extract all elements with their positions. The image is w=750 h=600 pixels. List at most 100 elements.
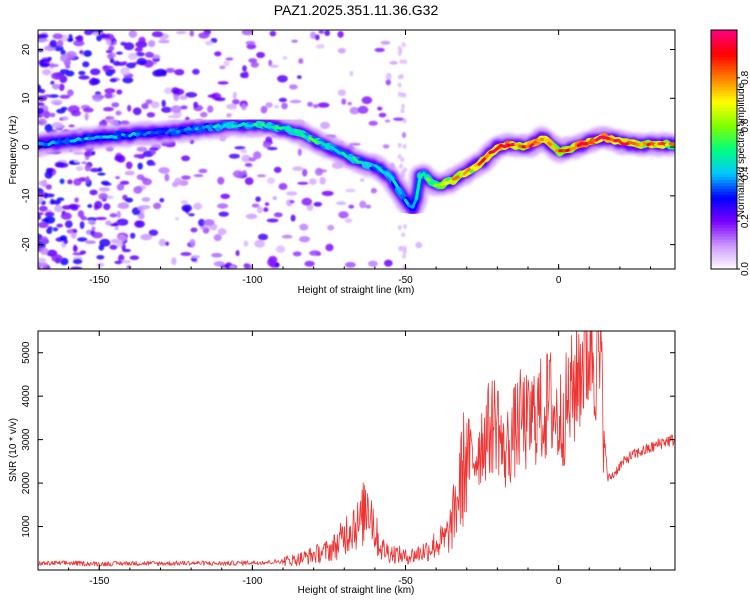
spectrogram-noise-blob (213, 261, 225, 267)
spectrogram-noise-blob (83, 107, 94, 113)
spectrogram-y-tick-label: 10 (21, 92, 32, 104)
spectrogram-noise-blob (79, 50, 84, 55)
spectrogram-noise-blob (262, 141, 271, 149)
spectrogram-noise-blob (273, 212, 283, 218)
spectrogram-noise-blob (190, 255, 201, 259)
spectrogram-noise-blob (104, 88, 116, 94)
spectrogram-noise-blob (47, 63, 59, 68)
spectrogram-noise-blob (277, 75, 288, 83)
colorbar-cell (711, 101, 737, 106)
spectrogram-noise-blob (397, 74, 402, 80)
spectrogram-noise-blob (400, 92, 405, 98)
spectrogram-noise-blob (267, 146, 278, 151)
snr-x-tick-label: 0 (556, 576, 562, 587)
spectrogram-noise-blob (116, 51, 123, 55)
spectrogram-noise-blob (103, 203, 111, 211)
spectrogram-noise-blob (242, 170, 247, 176)
spectrogram-noise-blob (43, 110, 51, 119)
spectrogram-noise-blob (319, 176, 326, 185)
spectrogram-noise-blob (158, 238, 166, 247)
colorbar-cell (711, 89, 737, 94)
colorbar-cell (711, 77, 737, 82)
snr-y-tick-label: 2000 (21, 472, 32, 495)
spectrogram-noise-blob (153, 202, 162, 210)
spectrogram-noise-blob (79, 250, 87, 255)
spectrogram-noise-blob (338, 211, 349, 219)
spectrogram-noise-blob (56, 39, 64, 48)
spectrogram-noise-blob (141, 103, 149, 110)
spectrogram-noise-blob (64, 220, 73, 228)
colorbar-cell (711, 92, 737, 97)
spectrogram-noise-blob (45, 184, 52, 190)
spectrogram-noise-blob (38, 118, 48, 126)
spectrogram-noise-blob (52, 83, 60, 90)
spectrogram-noise-blob (302, 168, 308, 177)
spectrogram-noise-blob (401, 132, 407, 138)
spectrogram-noise-blob (402, 144, 407, 149)
spectrogram-noise-blob (217, 203, 229, 209)
spectrogram-noise-blob (102, 182, 112, 186)
spectrogram-noise-blob (120, 41, 127, 46)
spectrogram-noise-blob (109, 58, 115, 64)
spectrogram-noise-blob (245, 213, 258, 220)
spectrogram-ridge-segment (668, 142, 675, 147)
colorbar-cell (711, 65, 737, 70)
spectrogram-noise-blob (114, 226, 119, 231)
spectrogram-noise-blob (348, 204, 355, 209)
spectrogram-noise-blob (401, 42, 406, 48)
spectrogram-noise-blob (337, 89, 346, 96)
spectrogram-noise-blob (70, 110, 82, 117)
spectrogram-noise-blob (384, 119, 391, 123)
spectrogram-noise-blob (76, 35, 84, 42)
spectrogram-noise-blob (38, 214, 42, 220)
colorbar-cell (711, 191, 737, 195)
spectrogram-noise-blob (56, 197, 65, 202)
spectrogram-noise-blob (265, 102, 273, 108)
spectrogram-noise-blob (111, 102, 120, 108)
spectrogram-noise-blob (38, 221, 49, 229)
snr-y-tick-label: 4000 (21, 385, 32, 408)
colorbar-cell (711, 128, 737, 133)
spectrogram-noise-blob (349, 106, 360, 115)
spectrogram-noise-blob (173, 95, 179, 102)
colorbar-cell (711, 32, 737, 37)
spectrogram-noise-blob (304, 260, 315, 267)
colorbar-cell (711, 179, 737, 183)
spectrogram-noise-blob (401, 103, 405, 109)
spectrogram-noise-blob (104, 92, 113, 99)
spectrogram-noise-blob (79, 221, 85, 230)
colorbar-cell (711, 158, 737, 163)
colorbar-cell (711, 155, 737, 160)
spectrogram-noise-blob (193, 202, 203, 210)
spectrogram-noise-blob (122, 248, 131, 253)
spectrogram-noise-blob (382, 144, 390, 149)
spectrogram-noise-blob (312, 104, 319, 109)
spectrogram-noise-blob (232, 170, 244, 179)
spectrogram-noise-blob (84, 112, 89, 121)
spectrogram-noise-blob (103, 107, 114, 112)
spectrogram-noise-blob (301, 197, 313, 206)
spectrogram-noise-blob (137, 205, 143, 211)
spectrogram-noise-blob (256, 174, 267, 178)
spectrogram-noise-blob (211, 252, 223, 258)
spectrogram-noise-blob (132, 107, 142, 116)
spectrogram-noise-blob (91, 226, 96, 231)
spectrogram-noise-blob (50, 80, 55, 85)
spectrogram-noise-blob (378, 112, 387, 118)
colorbar-cell (711, 266, 737, 270)
spectrogram-x-tick-label: -100 (242, 275, 262, 286)
spectrogram-noise-blob (39, 33, 49, 39)
spectrogram-noise-blob (337, 31, 344, 38)
colorbar-cell (711, 260, 737, 264)
spectrogram-noise-blob (124, 170, 135, 176)
spectrogram-noise-blob (214, 97, 226, 102)
colorbar-cell (711, 68, 737, 73)
spectrogram-noise-blob (78, 70, 86, 76)
spectrogram-noise-blob (185, 92, 198, 98)
spectrogram-noise-blob (109, 244, 118, 250)
colorbar-cell (711, 263, 737, 267)
spectrogram-noise-blob (229, 265, 236, 269)
spectrogram-noise-blob (49, 112, 56, 118)
spectrogram-noise-blob (161, 106, 172, 113)
spectrogram-noise-blob (38, 38, 49, 42)
